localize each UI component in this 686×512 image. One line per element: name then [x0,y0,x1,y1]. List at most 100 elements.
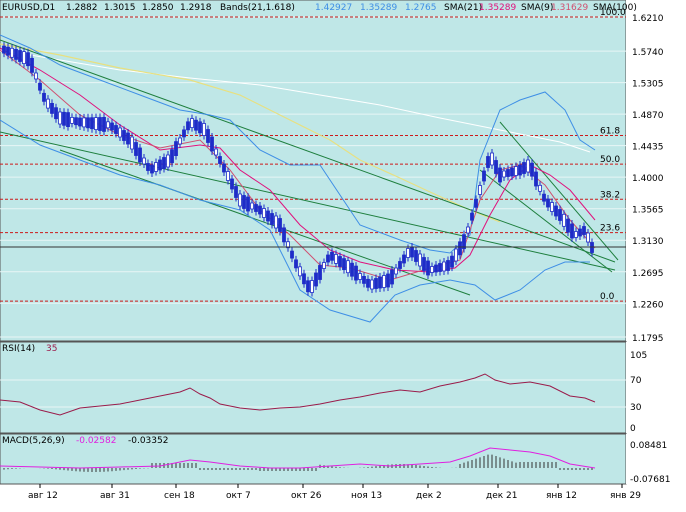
bands-middle-value: 1.35289 [360,3,397,13]
candle-body [526,159,530,173]
candle-body [550,202,554,212]
candle-body [390,269,394,285]
rsi-axis-105: 105 [630,351,647,361]
candle-body [310,280,314,293]
candle-body [494,160,498,174]
candle-body [402,254,406,264]
candle-body [530,162,534,177]
candle-body [62,111,66,126]
candle-body [438,263,442,272]
candle-body [578,228,582,237]
candle-body [154,162,158,172]
sma21-label: SMA(21) [444,3,482,13]
macd-axis-top: 0.08481 [630,441,667,451]
candle-body [22,51,26,64]
candle-body [106,121,110,129]
macd-label: MACD(5,26,9) [2,436,65,446]
candle-body [146,163,150,171]
candle-body [322,262,326,269]
macd-axis [626,434,686,484]
price-axis-labels: 1.6210 1.5740 1.5305 1.4870 1.4435 1.4000 1.35… [632,14,664,344]
candle-body [358,273,362,280]
candle-body [178,137,182,145]
candle-body [502,170,506,178]
candle-body [118,127,122,138]
candle-body [30,57,34,73]
candle-body [474,198,478,208]
fib-level-label: 38.2 [600,190,620,200]
candle-body [170,149,174,164]
candle-body [266,210,270,222]
candle-body [250,202,254,210]
candle-body [398,261,402,269]
candle-body [374,278,378,289]
candle-body [434,264,438,273]
fib-level-label: 23.6 [600,224,620,234]
price-axis-label: 1.4435 [632,143,664,153]
rsi-label: RSI(14) [2,344,35,354]
price-axis-label: 1.5305 [632,80,664,90]
candle-body [254,204,258,212]
candle-body [326,254,330,263]
candle-body [462,234,466,250]
candle-body [138,147,142,163]
candle-body [506,169,510,177]
candlesticks [2,42,594,297]
ohlc-high: 1.3015 [104,3,136,13]
date-axis-label: ноя 13 [351,491,382,501]
candle-body [234,186,238,198]
candle-body [406,248,410,258]
candle-body [302,273,306,285]
candle-body [386,273,390,288]
candle-body [366,278,370,288]
candle-body [514,166,518,176]
rsi-pane[interactable] [0,341,627,434]
date-axis-label: дек 2 [416,491,442,501]
rsi-axis-70: 70 [630,376,642,386]
candle-body [126,132,130,145]
candle-body [558,209,562,221]
price-axis-label: 1.4000 [632,174,664,184]
candle-body [430,266,434,273]
candle-body [566,218,570,233]
price-axis-label: 1.3565 [632,206,664,216]
candle-body [382,275,386,288]
candle-body [282,227,286,243]
candle-body [230,178,234,190]
candle-body [330,251,334,261]
candle-body [426,260,430,276]
candle-body [342,258,346,271]
macd-main-value: -0.02582 [76,436,116,446]
candle-body [82,117,86,128]
date-axis-label: окт 26 [291,491,322,501]
candle-body [14,49,18,60]
candle-body [510,167,514,177]
rsi-grid [0,379,626,408]
sma100-yellow-line [0,43,501,223]
bollinger-bands [0,34,596,323]
rsi-axis [626,342,686,433]
candle-body [498,167,502,183]
candle-body [274,215,278,229]
candle-body [166,154,170,168]
date-axis-label: авг 12 [28,491,58,501]
candle-body [182,129,186,138]
candle-body [78,117,82,127]
candle-body [354,265,358,281]
candle-body [206,129,210,143]
rsi-value: 35 [46,344,57,354]
candle-body [470,212,474,221]
macd-pane[interactable] [0,433,627,485]
rsi-axis-0: 0 [630,424,636,434]
candle-body [34,72,38,80]
ohlc-open: 1.2882 [66,3,98,13]
candle-body [554,205,558,217]
price-axis [626,0,686,341]
candle-body [142,157,146,165]
candle-body [222,163,226,173]
candle-body [570,223,574,239]
macd-signal-value: -0.03352 [128,436,168,446]
date-axis-label: окт 7 [226,491,251,501]
candle-body [522,162,526,174]
